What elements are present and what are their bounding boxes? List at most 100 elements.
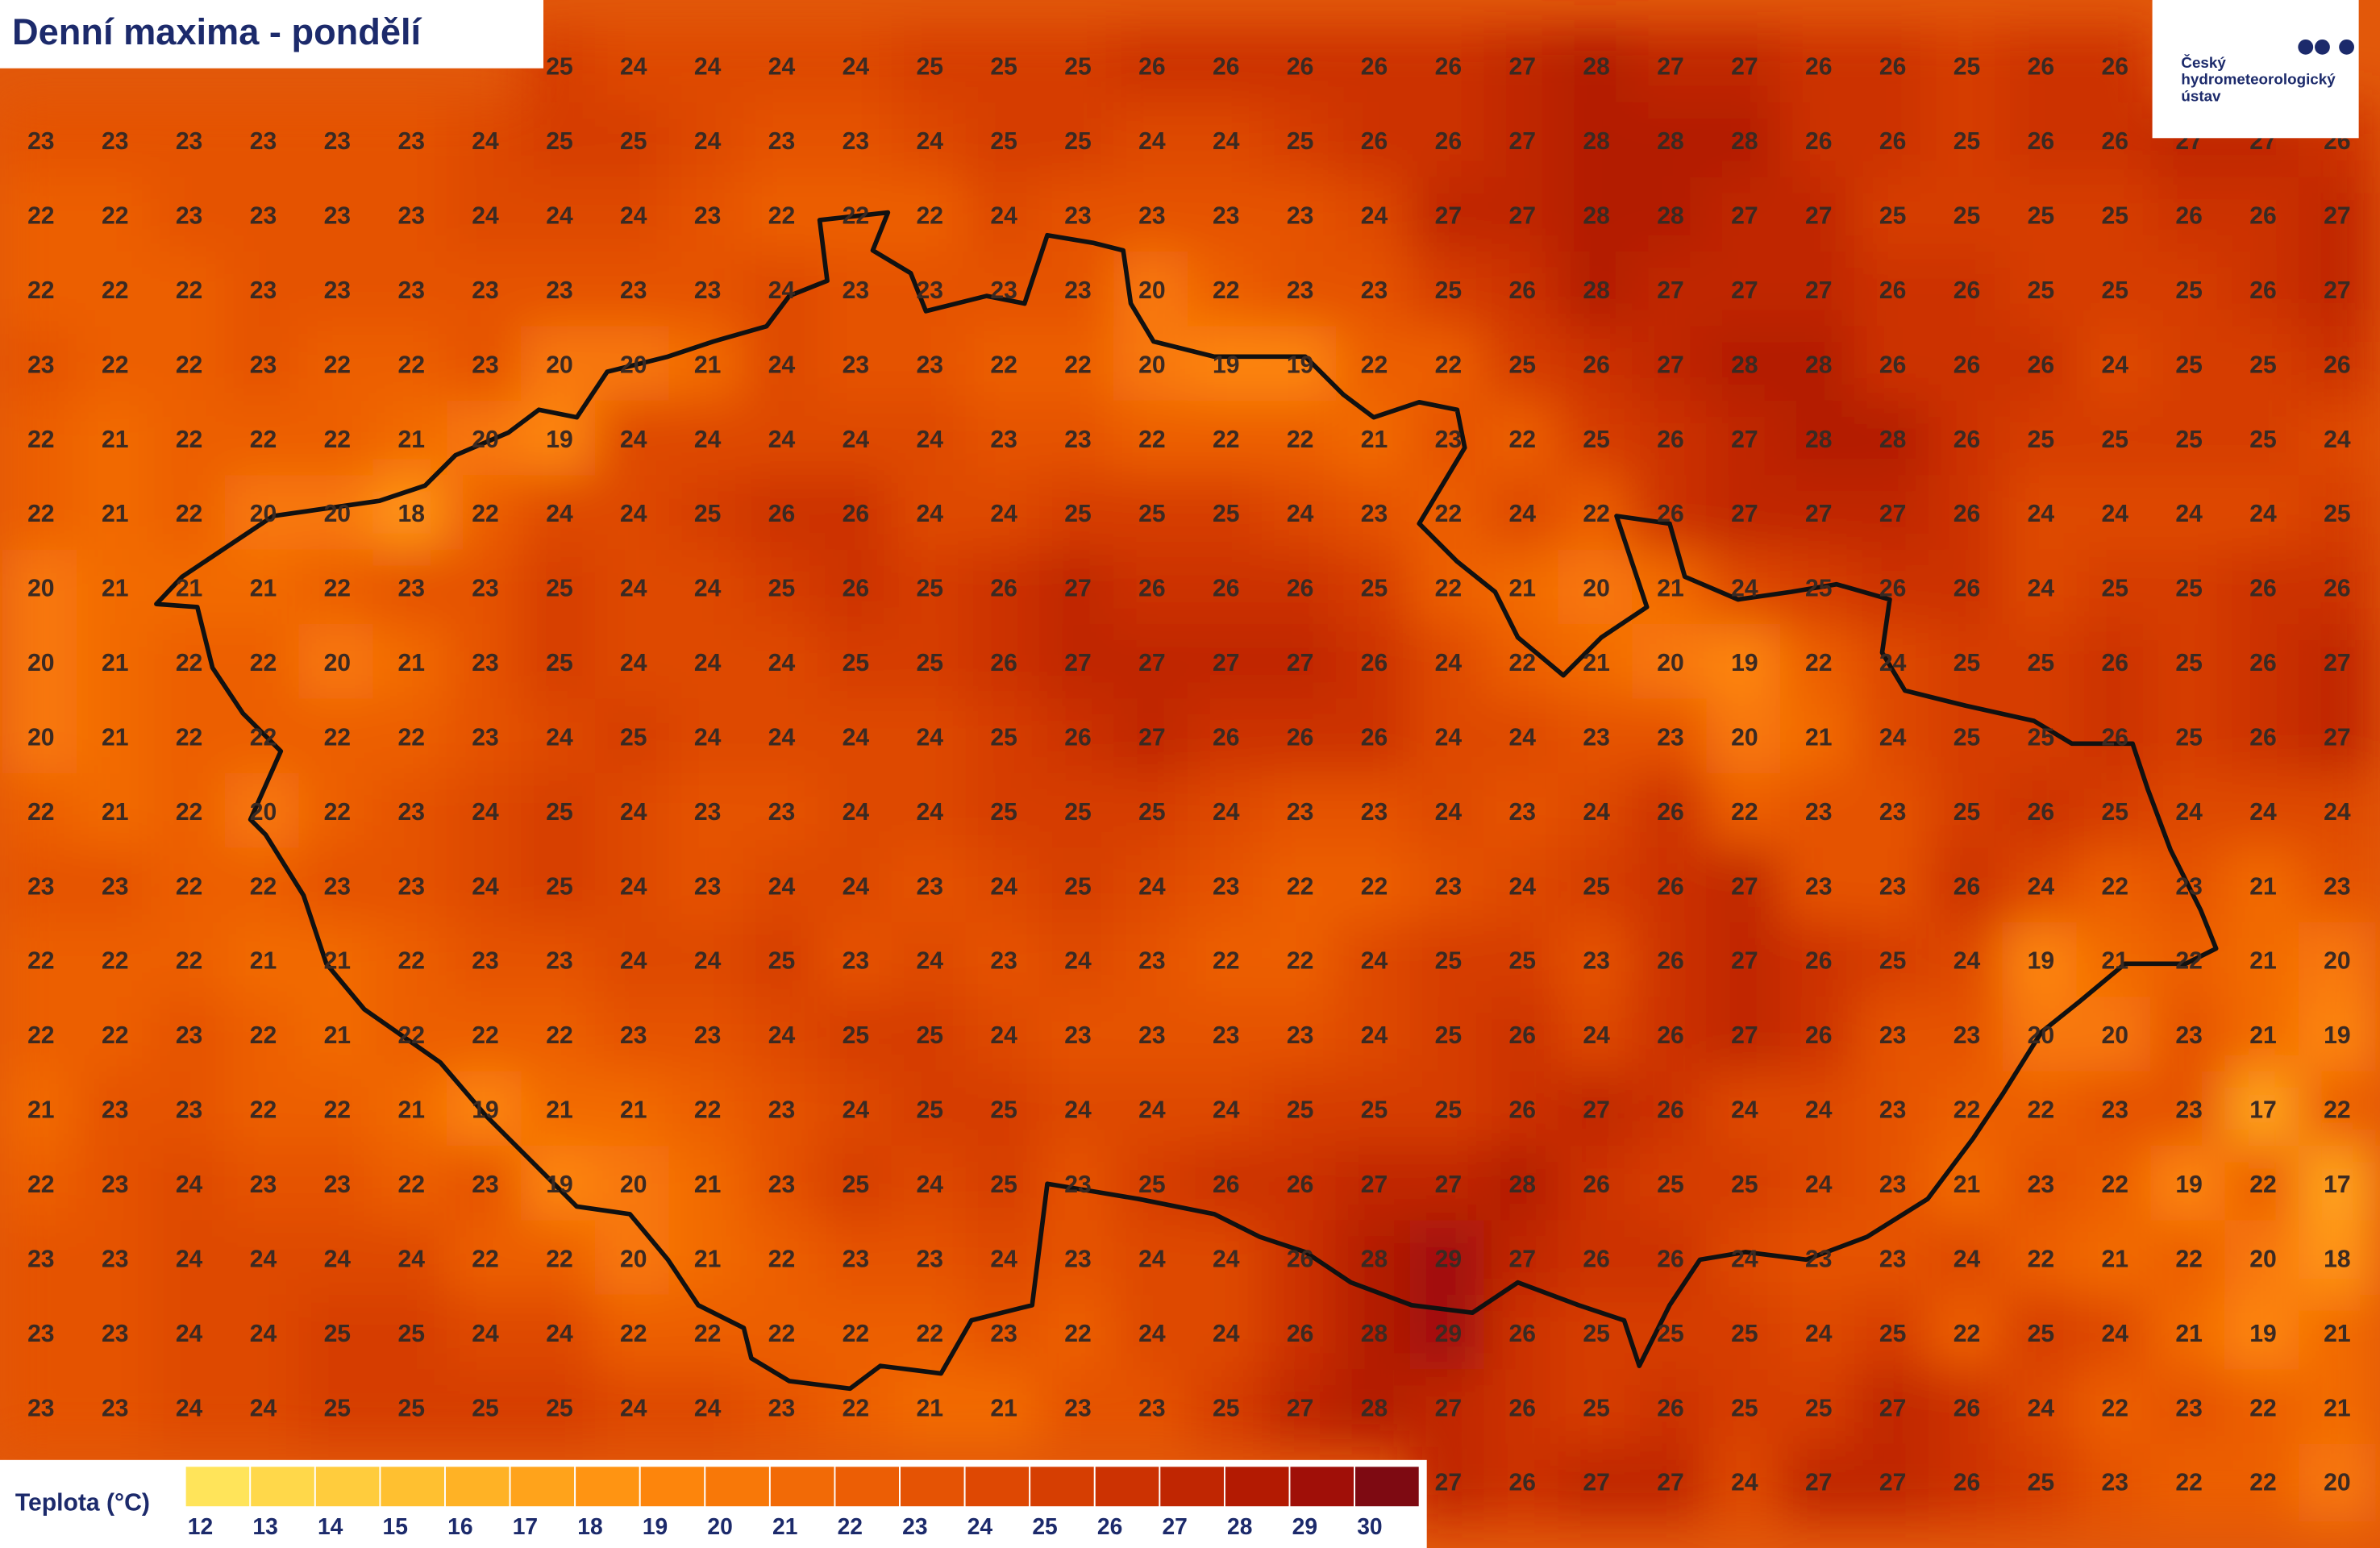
temperature-value: 19 — [1213, 352, 1240, 378]
temperature-cell — [1039, 698, 1117, 776]
temperature-value: 25 — [1954, 128, 1981, 155]
legend-swatch — [963, 1465, 1031, 1508]
temperature-value: 26 — [1657, 1022, 1684, 1049]
temperature-cell — [743, 997, 821, 1075]
temperature-value: 26 — [1213, 1171, 1240, 1198]
temperature-value: 22 — [1509, 427, 1537, 453]
temperature-value: 23 — [843, 948, 870, 975]
temperature-value: 27 — [1731, 277, 1758, 304]
temperature-cell — [2076, 549, 2154, 627]
temperature-cell — [1187, 102, 1265, 181]
legend-label: 15 — [383, 1513, 408, 1539]
temperature-cell — [891, 549, 969, 627]
temperature-cell — [2299, 698, 2376, 776]
temperature-cell — [1409, 1071, 1488, 1149]
temperature-value: 24 — [2249, 799, 2277, 826]
temperature-value: 23 — [1287, 203, 1314, 230]
temperature-cell — [224, 1220, 302, 1298]
logo-text: ústav — [2181, 87, 2221, 104]
temperature-cell — [817, 326, 895, 404]
temperature-cell — [447, 252, 524, 330]
temperature-value: 24 — [472, 128, 499, 155]
temperature-value: 22 — [1064, 352, 1092, 378]
temperature-cell — [1632, 1443, 1709, 1521]
temperature-cell — [521, 177, 598, 255]
temperature-cell — [965, 1146, 1043, 1224]
temperature-value: 25 — [917, 576, 944, 602]
temperature-cell — [1632, 326, 1709, 404]
temperature-cell — [2299, 1146, 2376, 1224]
temperature-cell — [76, 1071, 154, 1149]
temperature-value: 26 — [1879, 352, 1907, 378]
temperature-cell — [743, 847, 821, 926]
temperature-cell — [1558, 772, 1635, 851]
temperature-value: 25 — [1213, 1395, 1240, 1421]
temperature-value: 17 — [2249, 1097, 2277, 1124]
temperature-value: 23 — [694, 203, 722, 230]
temperature-value: 23 — [843, 128, 870, 155]
title-box — [0, 0, 543, 69]
temperature-value: 19 — [1731, 650, 1758, 676]
temperature-value: 24 — [2102, 501, 2129, 527]
temperature-cell — [1335, 698, 1413, 776]
temperature-cell — [224, 177, 302, 255]
temperature-cell — [1632, 997, 1709, 1075]
temperature-value: 25 — [1435, 277, 1463, 304]
temperature-value: 28 — [1879, 427, 1907, 453]
temperature-cell — [1113, 772, 1191, 851]
temperature-value: 23 — [843, 352, 870, 378]
temperature-value: 22 — [250, 724, 277, 751]
temperature-value: 25 — [1731, 1171, 1758, 1198]
temperature-cell — [1558, 1146, 1635, 1224]
temperature-cell — [1706, 1071, 1783, 1149]
temperature-value: 24 — [694, 1395, 722, 1421]
temperature-value: 26 — [1657, 1246, 1684, 1272]
temperature-value: 20 — [27, 650, 55, 676]
temperature-cell — [2076, 1294, 2154, 1373]
temperature-cell — [668, 475, 747, 553]
temperature-cell — [1113, 102, 1191, 181]
temperature-value: 23 — [472, 352, 499, 378]
temperature-cell — [1928, 1220, 2006, 1298]
temperature-cell — [1483, 847, 1562, 926]
temperature-value: 22 — [2249, 1470, 2277, 1496]
temperature-value: 27 — [1435, 203, 1463, 230]
legend-label: 18 — [577, 1513, 602, 1539]
temperature-value: 22 — [768, 1321, 796, 1347]
temperature-cell — [2150, 1294, 2228, 1373]
temperature-value: 23 — [1657, 724, 1684, 751]
temperature-value: 23 — [2102, 1470, 2129, 1496]
temperature-cell — [1854, 549, 1932, 627]
temperature-value: 24 — [472, 799, 499, 826]
temperature-value: 25 — [2249, 352, 2277, 378]
temperature-cell — [1039, 549, 1117, 627]
temperature-cell — [2224, 698, 2302, 776]
temperature-value: 25 — [620, 128, 647, 155]
temperature-cell — [1335, 1294, 1413, 1373]
temperature-cell — [2076, 1071, 2154, 1149]
temperature-cell — [1779, 1443, 1858, 1521]
temperature-cell — [1706, 1443, 1783, 1521]
temperature-cell — [668, 997, 747, 1075]
temperature-value: 24 — [2028, 873, 2055, 900]
temperature-cell — [1558, 102, 1635, 181]
temperature-value: 25 — [1731, 1321, 1758, 1347]
temperature-value: 28 — [1657, 203, 1684, 230]
temperature-value: 24 — [1361, 948, 1388, 975]
temperature-cell — [2, 102, 80, 181]
temperature-cell — [1779, 847, 1858, 926]
temperature-cell — [150, 624, 228, 702]
legend-swatch — [379, 1465, 446, 1508]
temperature-value: 22 — [1361, 352, 1388, 378]
temperature-cell — [1409, 922, 1488, 1000]
temperature-cell — [150, 1294, 228, 1373]
temperature-cell — [1039, 1220, 1117, 1298]
temperature-cell — [1706, 997, 1783, 1075]
temperature-cell — [817, 1220, 895, 1298]
temperature-cell — [298, 1294, 377, 1373]
temperature-value: 25 — [2102, 277, 2129, 304]
temperature-value: 26 — [1361, 128, 1388, 155]
temperature-value: 23 — [768, 1171, 796, 1198]
title: Denní maxima - pondělí — [12, 11, 422, 52]
temperature-value: 24 — [917, 799, 944, 826]
